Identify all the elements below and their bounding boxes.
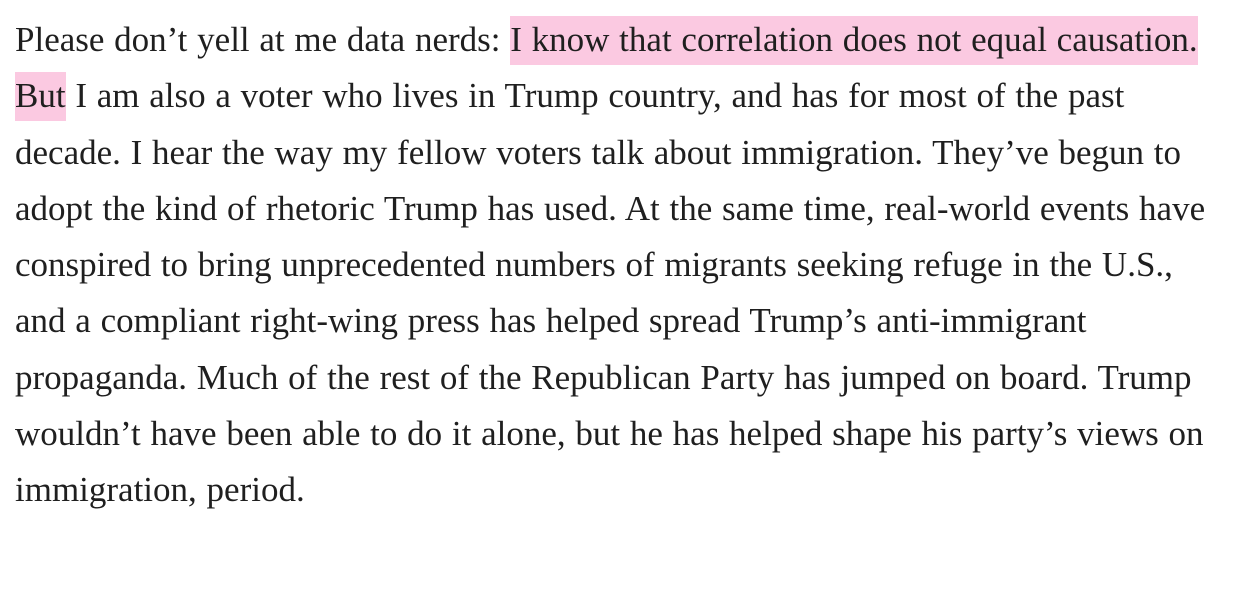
paragraph-body-text: I am also a voter who lives in Trump cou… (15, 76, 1206, 510)
paragraph-lead-text: Please don’t yell at me data nerds: (15, 20, 511, 59)
article-paragraph: Please don’t yell at me data nerds: I kn… (15, 12, 1227, 519)
